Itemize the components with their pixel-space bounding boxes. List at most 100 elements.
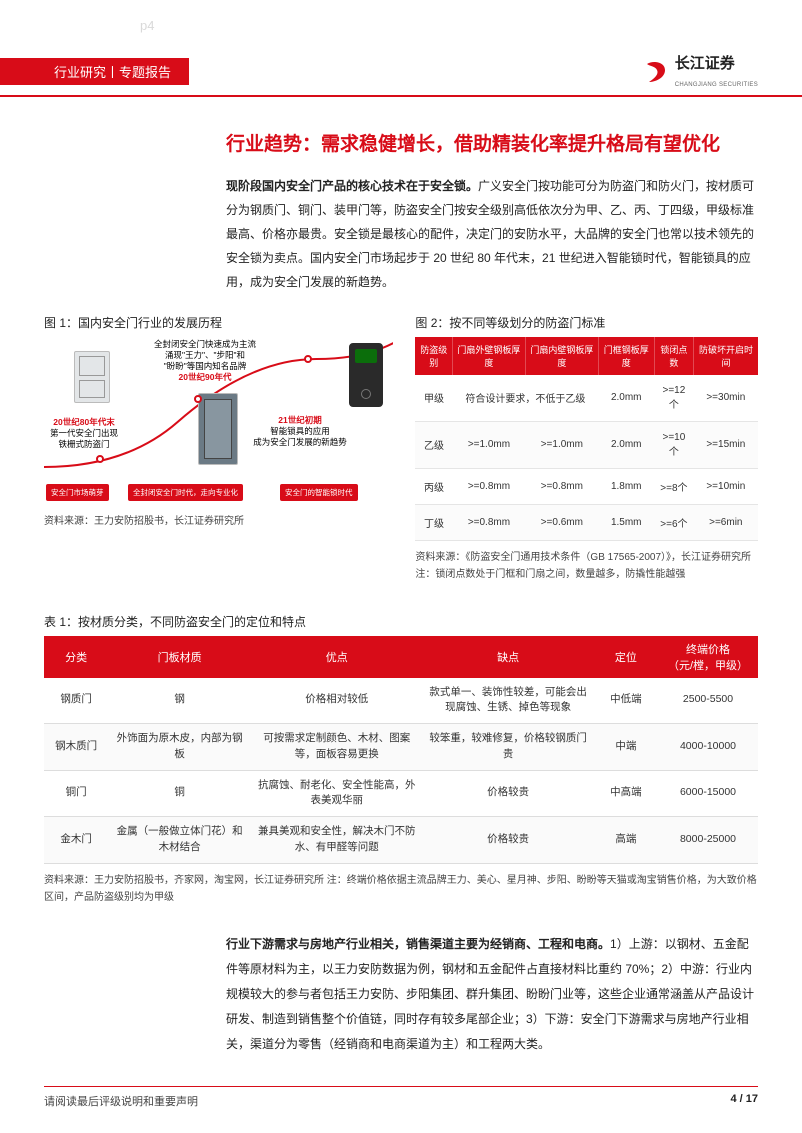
- table-header-cell: 锁闭点数: [654, 337, 693, 375]
- page-label: p4: [140, 18, 154, 33]
- lead-rest: 广义安全门按功能可分为防盗门和防火门，按材质可分为钢质门、铜门、装甲门等，防盗安…: [226, 179, 754, 289]
- table-cell: 可按需求定制颜色、木材、图案等，面板容易更换: [251, 724, 422, 771]
- page: p4 行业研究丨专题报告 长江证券 CHANGJIANG SECURITIES …: [0, 0, 802, 1133]
- table-cell: >=12个: [654, 375, 693, 422]
- figure-1-source: 资料来源：王力安防招股书，长江证券研究所: [44, 513, 393, 530]
- door-icon-2: [198, 393, 238, 465]
- table-cell: 1.5mm: [598, 504, 654, 540]
- table-1-caption: 表 1：按材质分类，不同防盗安全门的定位和特点: [44, 613, 758, 630]
- table-cell: 中高端: [594, 770, 658, 817]
- table-cell: 钢: [108, 678, 251, 724]
- table-row: 乙级>=1.0mm>=1.0mm2.0mm>=10个>=15min: [415, 421, 758, 468]
- table-cell: 价格较贵: [422, 770, 593, 817]
- table-cell: 8000-25000: [658, 817, 758, 864]
- table-cell: >=10个: [654, 421, 693, 468]
- figure-2: 图 2：按不同等级划分的防盗门标准 防盗级别门扇外壁钢板厚度门扇内壁钢板厚度门框…: [415, 314, 758, 583]
- footer-note: 请阅读最后评级说明和重要声明: [44, 1093, 198, 1109]
- brand-block: 长江证券 CHANGJIANG SECURITIES: [641, 52, 758, 91]
- table-cell: 乙级: [415, 421, 452, 468]
- table-header-cell: 定位: [594, 636, 658, 678]
- table-cell: >=6min: [694, 504, 758, 540]
- table-cell: 抗腐蚀、耐老化、安全性能高，外表美观华丽: [251, 770, 422, 817]
- table-cell: 2.0mm: [598, 421, 654, 468]
- table-row: 钢木质门外饰面为原木皮，内部为钢板可按需求定制颜色、木材、图案等，面板容易更换较…: [44, 724, 758, 771]
- table-header-cell: 门扇内壁钢板厚度: [525, 337, 598, 375]
- timeline-dot: [194, 395, 202, 403]
- table-cell: >=8个: [654, 468, 693, 504]
- table-header-cell: 门板材质: [108, 636, 251, 678]
- table-cell: 价格相对较低: [251, 678, 422, 724]
- body-bold: 行业下游需求与房地产行业相关，销售渠道主要为经销商、工程和电商。: [226, 937, 610, 951]
- table-cell: >=0.8mm: [452, 468, 525, 504]
- table-cell: 丁级: [415, 504, 452, 540]
- timeline-pill: 安全门的智能锁时代: [280, 484, 358, 501]
- figure-2-source: 资料来源：《防盗安全门通用技术条件（GB 17565-2007）》，长江证券研究…: [415, 549, 758, 583]
- table-cell: >=1.0mm: [525, 421, 598, 468]
- table-cell: 2.0mm: [598, 375, 654, 422]
- table-cell: >=10min: [694, 468, 758, 504]
- figure-row: 图 1：国内安全门行业的发展历程: [44, 314, 758, 583]
- table-cell: 高端: [594, 817, 658, 864]
- table-cell: 中低端: [594, 678, 658, 724]
- table-cell: >=1.0mm: [452, 421, 525, 468]
- table-row: 甲级符合设计要求，不低于乙级2.0mm>=12个>=30min: [415, 375, 758, 422]
- timeline-pill: 安全门市场萌芽: [46, 484, 109, 501]
- timeline-dot: [96, 455, 104, 463]
- table-header-cell: 分类: [44, 636, 108, 678]
- table-cell: 价格较贵: [422, 817, 593, 864]
- table-header-cell: 缺点: [422, 636, 593, 678]
- table-cell: 钢木质门: [44, 724, 108, 771]
- header-category: 行业研究丨专题报告: [0, 58, 189, 85]
- figure-1: 图 1：国内安全门行业的发展历程: [44, 314, 393, 583]
- timeline-label-2: 全封闭安全门快速成为主流 涌现"王力"、"步阳"和 "盼盼"等国内知名品牌 20…: [140, 339, 270, 383]
- table-cell: 金木门: [44, 817, 108, 864]
- table-cell: 4000-10000: [658, 724, 758, 771]
- header-bar: 行业研究丨专题报告 长江证券 CHANGJIANG SECURITIES: [44, 52, 758, 91]
- table-cell: 外饰面为原木皮，内部为钢板: [108, 724, 251, 771]
- table-row: 铜门铜抗腐蚀、耐老化、安全性能高，外表美观华丽价格较贵中高端6000-15000: [44, 770, 758, 817]
- table-row: 金木门金属（一般做立体门花）和木材结合兼具美观和安全性，解决木门不防水、有甲醛等…: [44, 817, 758, 864]
- figure-2-caption: 图 2：按不同等级划分的防盗门标准: [415, 314, 758, 331]
- table-cell: 钢质门: [44, 678, 108, 724]
- table-header-cell: 防盗级别: [415, 337, 452, 375]
- table-cell: 金属（一般做立体门花）和木材结合: [108, 817, 251, 864]
- table-cell: 1.8mm: [598, 468, 654, 504]
- table-cell: 较笨重，较难修复，价格较钢质门贵: [422, 724, 593, 771]
- header-rule: [0, 95, 802, 97]
- table-cell: 符合设计要求，不低于乙级: [452, 375, 598, 422]
- smart-lock-icon: [349, 343, 383, 407]
- table-cell: 兼具美观和安全性，解决木门不防水、有甲醛等问题: [251, 817, 422, 864]
- brand-logo-icon: [641, 60, 669, 84]
- table-cell: >=0.6mm: [525, 504, 598, 540]
- table-header-cell: 防破坏开启时间: [694, 337, 758, 375]
- footer: 请阅读最后评级说明和重要声明 4 / 17: [44, 1086, 758, 1109]
- brand-cn: 长江证券: [675, 55, 735, 72]
- table-row: 丁级>=0.8mm>=0.6mm1.5mm>=6个>=6min: [415, 504, 758, 540]
- table-row: 钢质门钢价格相对较低款式单一、装饰性较差，可能会出现腐蚀、生锈、掉色等现象中低端…: [44, 678, 758, 724]
- table-cell: 款式单一、装饰性较差，可能会出现腐蚀、生锈、掉色等现象: [422, 678, 593, 724]
- section-title: 行业趋势：需求稳健增长，借助精装化率提升格局有望优化: [226, 131, 758, 160]
- table-cell: 铜: [108, 770, 251, 817]
- timeline-label-3: 21世纪初期 智能锁具的应用 成为安全门发展的新趋势: [252, 415, 348, 448]
- brand-en: CHANGJIANG SECURITIES: [675, 82, 758, 88]
- body-paragraph: 行业下游需求与房地产行业相关，销售渠道主要为经销商、工程和电商。1）上游：以钢材…: [226, 932, 758, 1058]
- timeline-dot: [304, 355, 312, 363]
- table-cell: >=30min: [694, 375, 758, 422]
- table-row: 丙级>=0.8mm>=0.8mm1.8mm>=8个>=10min: [415, 468, 758, 504]
- table-1-source: 资料来源：王力安防招股书，齐家网，淘宝网，长江证券研究所 注：终端价格依据主流品…: [44, 872, 758, 906]
- figure-1-caption: 图 1：国内安全门行业的发展历程: [44, 314, 393, 331]
- table-cell: 2500-5500: [658, 678, 758, 724]
- timeline-pill: 全封闭安全门时代，走向专业化: [128, 484, 243, 501]
- table-cell: >=15min: [694, 421, 758, 468]
- table-cell: 中端: [594, 724, 658, 771]
- lead-bold: 现阶段国内安全门产品的核心技术在于安全锁。: [226, 179, 478, 193]
- table-header-cell: 门扇外壁钢板厚度: [452, 337, 525, 375]
- table-cell: 6000-15000: [658, 770, 758, 817]
- table-cell: >=0.8mm: [452, 504, 525, 540]
- table-1: 分类门板材质优点缺点定位终端价格 （元/樘，甲级） 钢质门钢价格相对较低款式单一…: [44, 636, 758, 864]
- figure-1-canvas: 20世纪80年代末 第一代安全门出现 铁栅式防盗门 全封闭安全门快速成为主流 涌…: [44, 337, 393, 505]
- table-header-cell: 优点: [251, 636, 422, 678]
- table-cell: 甲级: [415, 375, 452, 422]
- table-cell: >=6个: [654, 504, 693, 540]
- figure-2-table: 防盗级别门扇外壁钢板厚度门扇内壁钢板厚度门框钢板厚度锁闭点数防破坏开启时间 甲级…: [415, 337, 758, 541]
